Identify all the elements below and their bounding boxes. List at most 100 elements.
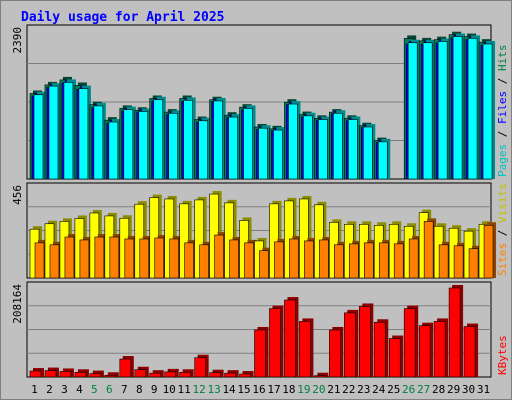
bar-visits-day-12 (194, 199, 204, 279)
bar-sites-day-15 (244, 242, 254, 279)
bar-pages-day-23 (362, 126, 373, 180)
day-label-23: 23 (357, 383, 370, 396)
bar-sites-day-7 (124, 238, 135, 279)
legend-label: Pages (496, 144, 509, 177)
day-label-10: 10 (163, 383, 176, 396)
day-label-24: 24 (372, 383, 386, 396)
bar-sites-day-20 (319, 239, 329, 279)
bar-kbytes-day-14 (224, 372, 236, 378)
day-label-5: 5 (91, 383, 98, 396)
bar-pages-day-26 (407, 42, 418, 180)
bar-pages-day-6 (108, 121, 119, 180)
bar-sites-day-18 (289, 238, 299, 279)
bar-pages-day-3 (63, 82, 74, 180)
bar-pages-day-15 (243, 108, 253, 180)
bar-sites-day-9 (154, 237, 165, 279)
bar-kbytes-day-12 (194, 357, 206, 378)
bar-sites-day-17 (274, 241, 284, 279)
bar-kbytes-day-10 (164, 371, 177, 378)
legend-label: Files (496, 91, 509, 124)
legend-hits_files_pages: Pages / Files / Hits (496, 45, 509, 178)
bar-kbytes-day-23 (358, 306, 371, 378)
bar-kbytes-day-9 (149, 372, 162, 378)
bar-sites-day-11 (184, 242, 194, 279)
bar-kbytes-day-19 (299, 321, 311, 378)
bar-pages-day-8 (138, 111, 149, 180)
bar-sites-day-30 (468, 248, 479, 279)
bar-pages-day-17 (273, 129, 283, 180)
bar-kbytes-day-7 (119, 358, 132, 378)
legend-label: / (496, 124, 509, 144)
day-label-25: 25 (387, 383, 400, 396)
bar-kbytes-day-2 (44, 370, 57, 378)
bar-kbytes-day-17 (269, 308, 281, 378)
day-label-22: 22 (342, 383, 355, 396)
bar-pages-day-1 (33, 94, 44, 180)
bar-kbytes-day-6-shadow (107, 372, 119, 377)
legend-label: Sites (496, 243, 509, 276)
bar-kbytes-day-3 (59, 371, 72, 378)
day-label-14: 14 (222, 383, 236, 396)
bar-sites-day-3 (64, 236, 75, 279)
panel-kbytes: 208164 KBytes (11, 281, 509, 378)
bar-pages-day-10 (168, 113, 179, 180)
day-label-2: 2 (46, 383, 53, 396)
bar-pages-day-16 (258, 127, 268, 180)
bar-sites-day-24 (378, 242, 389, 279)
legend-label: Visits (496, 183, 509, 223)
chart-title: Daily usage for April 2025 (21, 10, 225, 25)
legend-kbytes: KBytes (496, 335, 509, 375)
bar-pages-day-12 (198, 120, 208, 180)
legend-label: Hits (496, 45, 509, 72)
day-label-26: 26 (402, 383, 415, 396)
bar-kbytes-day-30 (463, 326, 476, 378)
bar-pages-day-18 (288, 103, 298, 180)
bar-kbytes-day-8 (134, 369, 147, 378)
day-label-28: 28 (432, 383, 445, 396)
day-label-4: 4 (76, 383, 83, 396)
bar-kbytes-day-28 (433, 321, 446, 378)
day-label-15: 15 (237, 383, 250, 396)
bar-sites-day-8 (139, 238, 150, 279)
bar-kbytes-day-4 (74, 371, 87, 378)
day-label-18: 18 (282, 383, 295, 396)
bar-kbytes-day-11 (179, 371, 191, 378)
bar-pages-day-21 (333, 113, 343, 180)
bar-pages-day-20 (318, 119, 328, 180)
day-label-13: 13 (207, 383, 220, 396)
bar-sites-day-21 (334, 244, 344, 279)
day-label-12: 12 (193, 383, 206, 396)
bar-pages-day-11 (183, 100, 193, 180)
bar-sites-day-5 (94, 236, 105, 279)
bar-kbytes-day-29 (448, 287, 461, 378)
bar-pages-day-29 (452, 36, 463, 180)
bar-sites-day-19 (304, 240, 314, 279)
bar-pages-day-2 (48, 85, 59, 180)
day-label-9: 9 (151, 383, 158, 396)
bar-pages-day-9 (153, 99, 164, 180)
bar-sites-day-14 (229, 239, 239, 279)
bar-pages-day-14 (228, 116, 238, 180)
bar-sites-day-16 (259, 250, 269, 279)
bar-pages-day-30 (467, 38, 478, 180)
bar-sites-day-12 (199, 244, 209, 279)
bar-sites-day-28 (438, 244, 449, 279)
bar-sites-day-29 (453, 245, 464, 279)
legend-label: KBytes (496, 335, 509, 375)
bar-kbytes-day-24 (373, 321, 386, 378)
bar-pages-day-28 (437, 41, 448, 180)
bar-kbytes-day-20-shadow (317, 372, 329, 377)
bar-kbytes-day-5 (89, 373, 102, 378)
bar-kbytes-day-20 (314, 375, 326, 378)
day-label-31: 31 (477, 383, 490, 396)
bar-sites-day-25 (393, 243, 404, 279)
day-label-29: 29 (447, 383, 460, 396)
day-label-27: 27 (417, 383, 430, 396)
bar-sites-day-2 (49, 244, 60, 279)
legend-visits_sites: Sites / Visits (496, 183, 509, 276)
day-label-11: 11 (178, 383, 191, 396)
day-label-1: 1 (31, 383, 38, 396)
panel-hits_files_pages: 2390 Pages / Files / Hits (11, 24, 509, 180)
bar-sites-day-1 (34, 242, 45, 279)
